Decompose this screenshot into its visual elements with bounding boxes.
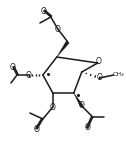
Text: O: O (10, 62, 16, 72)
Text: O: O (26, 71, 32, 79)
Text: O: O (34, 125, 40, 133)
Text: O: O (79, 102, 85, 110)
Text: O: O (97, 73, 103, 83)
Text: O: O (55, 24, 61, 34)
Text: O: O (50, 103, 56, 111)
Polygon shape (74, 93, 83, 107)
Text: CH₃: CH₃ (113, 72, 124, 77)
Text: O: O (85, 124, 91, 132)
Polygon shape (57, 41, 69, 57)
Text: O: O (96, 57, 102, 67)
Text: O: O (41, 6, 47, 16)
